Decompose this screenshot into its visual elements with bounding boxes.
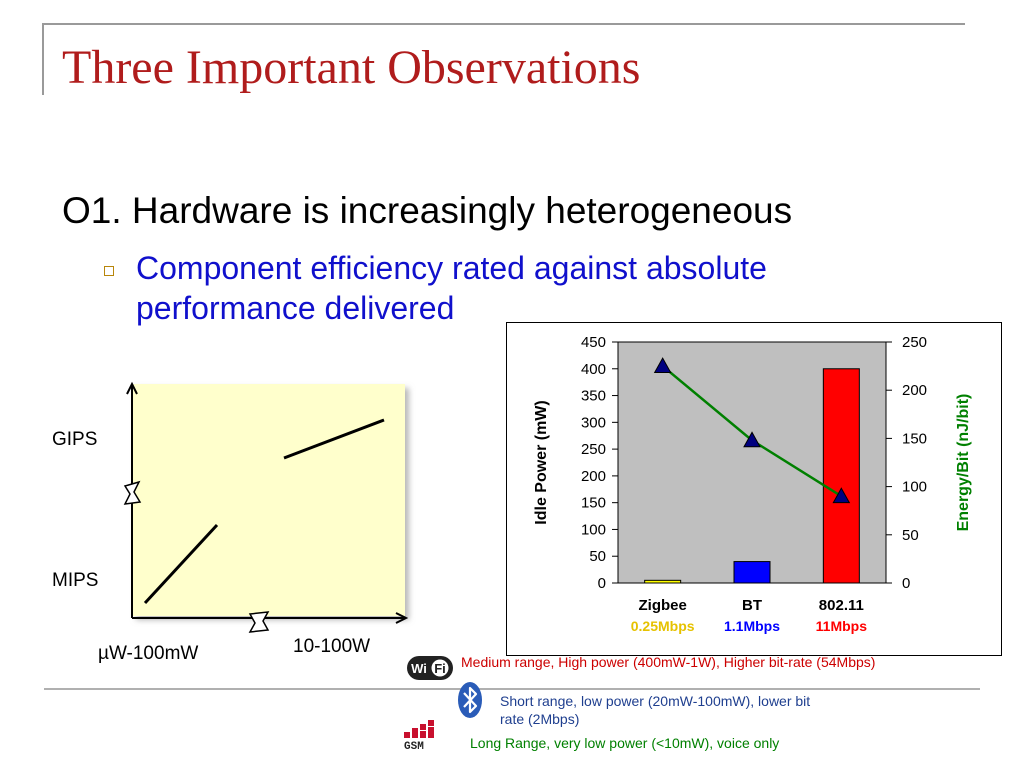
bar-bt — [733, 561, 771, 584]
slide-title: Three Important Observations — [62, 41, 641, 94]
y2-tick-label: 150 — [902, 430, 927, 447]
y2-tick-label: 250 — [902, 334, 927, 351]
bullet-line-1: Component efficiency rated against absol… — [136, 250, 767, 286]
y-tick-label: 250 — [581, 441, 606, 458]
y-tick-label: 350 — [581, 388, 606, 405]
y2-tick-label: 200 — [902, 382, 927, 399]
x-rate-label: 11Mbps — [816, 618, 868, 634]
gsm-logo-text: GSM — [404, 741, 424, 752]
bar-zigbee — [644, 579, 682, 584]
y2-axis-title: Energy/Bit (nJ/bit) — [955, 394, 972, 532]
energy-marker — [832, 487, 851, 504]
bluetooth-description-line-2: rate (2Mbps) — [500, 711, 580, 727]
chart-svg: 0 50 100 150 200 250 300 350 400 450 0 50 100 150 200… — [533, 334, 972, 634]
y2-tick-label: 0 — [902, 575, 910, 592]
y-tick-label: 450 — [581, 334, 606, 351]
bullet-line-2: performance delivered — [136, 290, 455, 326]
x-axis-break-icon — [248, 611, 270, 633]
y-tick-label: 100 — [581, 521, 606, 538]
y-tick-label: 300 — [581, 414, 606, 431]
observation-heading: O1. Hardware is increasingly heterogeneo… — [62, 190, 793, 231]
sketch-label-x-left: µW-100mW — [98, 643, 199, 664]
wifi-description: Medium range, High power (400mW-1W), Hig… — [461, 654, 876, 670]
bar-80211 — [822, 368, 860, 584]
title-frame-left — [42, 23, 44, 95]
y-tick-label: 50 — [589, 548, 606, 565]
bluetooth-description-line-1: Short range, low power (20mW-100mW), low… — [500, 693, 811, 709]
x-rate-label: 1.1Mbps — [724, 618, 780, 634]
sketch-graph — [123, 381, 409, 633]
y-tick-label: 150 — [581, 495, 606, 512]
sketch-background — [132, 384, 405, 616]
bullet-text: Component efficiency rated against absol… — [136, 248, 896, 328]
y-tick-label: 0 — [598, 575, 606, 592]
y2-tick-label: 50 — [902, 527, 919, 544]
bullet-square-icon — [104, 266, 114, 276]
title-frame-top — [44, 23, 965, 25]
footer-divider — [44, 688, 980, 690]
y-axis-title: Idle Power (mW) — [533, 400, 550, 524]
y-axis-break-icon — [123, 480, 142, 505]
bluetooth-logo-icon — [457, 681, 483, 719]
y2-tick-label: 100 — [902, 479, 927, 496]
gsm-logo-icon: GSM — [402, 718, 458, 753]
svg-text:Wi: Wi — [411, 661, 427, 676]
y-tick-label: 400 — [581, 361, 606, 378]
sketch-line-high — [283, 418, 385, 460]
y-tick-label: 200 — [581, 468, 606, 485]
sketch-label-x-right: 10-100W — [293, 636, 371, 657]
x-rate-label: 0.25Mbps — [631, 618, 695, 634]
sketch-line-low — [143, 523, 219, 605]
sketch-x-arrow-icon — [395, 612, 409, 624]
x-category-label: 802.11 — [819, 597, 864, 614]
energy-marker — [743, 431, 761, 448]
sketch-label-mips: MIPS — [52, 570, 99, 591]
energy-marker — [653, 357, 672, 373]
wifi-logo-icon: Wi Fi — [406, 654, 454, 682]
sketch-y-arrow-icon — [126, 381, 138, 395]
sketch-label-gips: GIPS — [52, 429, 98, 450]
svg-text:Fi: Fi — [434, 661, 446, 676]
bluetooth-description: Short range, low power (20mW-100mW), low… — [500, 692, 810, 728]
x-category-label: Zigbee — [638, 597, 686, 614]
gsm-description: Long Range, very low power (<10mW), voic… — [470, 735, 780, 751]
x-category-label: BT — [742, 597, 762, 614]
